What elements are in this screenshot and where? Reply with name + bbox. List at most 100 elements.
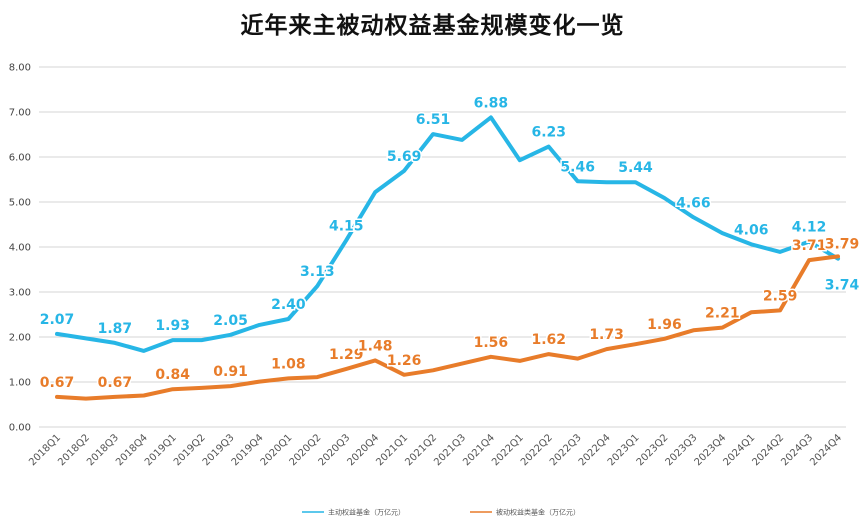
data-point bbox=[55, 332, 59, 336]
data-point bbox=[373, 190, 377, 194]
data-label: 3.79 bbox=[825, 236, 860, 252]
data-label: 1.29 bbox=[329, 347, 364, 363]
data-label: 1.48 bbox=[358, 338, 393, 354]
y-tick-label: 4.00 bbox=[9, 243, 31, 254]
data-point bbox=[691, 215, 695, 219]
data-label: 0.67 bbox=[98, 375, 133, 391]
data-point bbox=[286, 317, 290, 321]
legend-label: 主动权益基金（万亿元） bbox=[328, 508, 405, 517]
data-label: 3.71 bbox=[792, 238, 827, 254]
data-label: 2.59 bbox=[763, 288, 798, 304]
data-point bbox=[431, 132, 435, 136]
data-point bbox=[315, 284, 319, 288]
data-label: 1.73 bbox=[589, 327, 624, 343]
data-point bbox=[460, 138, 464, 142]
data-point bbox=[807, 258, 811, 262]
data-label: 1.26 bbox=[387, 353, 422, 369]
data-point bbox=[489, 355, 493, 359]
data-label: 1.08 bbox=[271, 356, 306, 372]
data-point bbox=[257, 380, 261, 384]
data-point bbox=[836, 254, 840, 258]
data-label: 2.05 bbox=[213, 313, 248, 329]
data-label: 4.15 bbox=[329, 218, 364, 234]
data-point bbox=[344, 238, 348, 242]
data-point bbox=[460, 362, 464, 366]
data-point bbox=[113, 395, 117, 399]
data-point bbox=[229, 333, 233, 337]
data-label: 1.96 bbox=[647, 317, 682, 333]
data-label: 5.44 bbox=[618, 160, 653, 176]
data-point bbox=[200, 338, 204, 342]
data-point bbox=[518, 158, 522, 162]
data-label: 6.51 bbox=[416, 112, 451, 128]
data-label: 3.13 bbox=[300, 264, 335, 280]
data-label: 6.88 bbox=[474, 95, 509, 111]
data-label: 1.87 bbox=[98, 321, 133, 337]
data-point bbox=[171, 338, 175, 342]
data-point bbox=[84, 336, 88, 340]
data-point bbox=[171, 387, 175, 391]
data-point bbox=[489, 115, 493, 119]
data-point bbox=[113, 341, 117, 345]
data-point bbox=[576, 179, 580, 183]
data-point bbox=[720, 326, 724, 330]
data-label: 2.21 bbox=[705, 306, 740, 322]
data-point bbox=[749, 310, 753, 314]
data-point bbox=[402, 373, 406, 377]
data-point bbox=[778, 250, 782, 254]
data-label: 0.84 bbox=[155, 367, 190, 383]
data-point bbox=[720, 231, 724, 235]
chart-title: 近年来主被动权益基金规模变化一览 bbox=[240, 13, 625, 39]
data-point bbox=[605, 180, 609, 184]
data-label: 1.62 bbox=[531, 332, 566, 348]
series-line-active bbox=[55, 115, 840, 353]
data-point bbox=[55, 395, 59, 399]
y-tick-label: 5.00 bbox=[9, 198, 31, 209]
data-point bbox=[749, 242, 753, 246]
data-point bbox=[547, 352, 551, 356]
series-line-passive bbox=[55, 254, 840, 401]
data-label: 2.07 bbox=[40, 312, 75, 328]
data-point bbox=[634, 180, 638, 184]
data-point bbox=[547, 145, 551, 149]
y-tick-label: 6.00 bbox=[9, 153, 31, 164]
data-label: 3.74 bbox=[825, 278, 860, 294]
data-point bbox=[142, 349, 146, 353]
data-point bbox=[315, 375, 319, 379]
data-point bbox=[84, 397, 88, 401]
data-point bbox=[605, 347, 609, 351]
data-label: 6.23 bbox=[531, 125, 566, 141]
data-point bbox=[778, 308, 782, 312]
y-tick-label: 1.00 bbox=[9, 378, 31, 389]
data-point bbox=[286, 376, 290, 380]
data-point bbox=[402, 169, 406, 173]
data-label: 5.46 bbox=[560, 159, 595, 175]
data-point bbox=[200, 386, 204, 390]
x-tick-label: 2024Q4 bbox=[808, 432, 844, 468]
data-point bbox=[373, 358, 377, 362]
data-label: 4.66 bbox=[676, 195, 711, 211]
data-point bbox=[662, 337, 666, 341]
data-point bbox=[807, 240, 811, 244]
data-label: 1.93 bbox=[155, 318, 190, 334]
data-point bbox=[576, 357, 580, 361]
data-label: 4.12 bbox=[792, 220, 827, 236]
y-tick-label: 7.00 bbox=[9, 108, 31, 119]
data-label: 1.56 bbox=[474, 335, 509, 351]
data-point bbox=[662, 196, 666, 200]
legend-label: 被动权益类基金（万亿元） bbox=[496, 508, 580, 517]
data-label: 5.69 bbox=[387, 149, 422, 165]
data-label: 0.67 bbox=[40, 375, 75, 391]
data-point bbox=[691, 328, 695, 332]
data-label: 2.40 bbox=[271, 297, 306, 313]
y-tick-label: 8.00 bbox=[9, 63, 31, 74]
data-point bbox=[344, 367, 348, 371]
data-point bbox=[142, 394, 146, 397]
data-point bbox=[229, 384, 233, 388]
data-point bbox=[431, 368, 435, 372]
y-tick-label: 0.00 bbox=[9, 423, 31, 434]
data-label: 4.06 bbox=[734, 222, 769, 238]
y-tick-label: 3.00 bbox=[9, 288, 31, 299]
y-tick-label: 2.00 bbox=[9, 333, 31, 344]
